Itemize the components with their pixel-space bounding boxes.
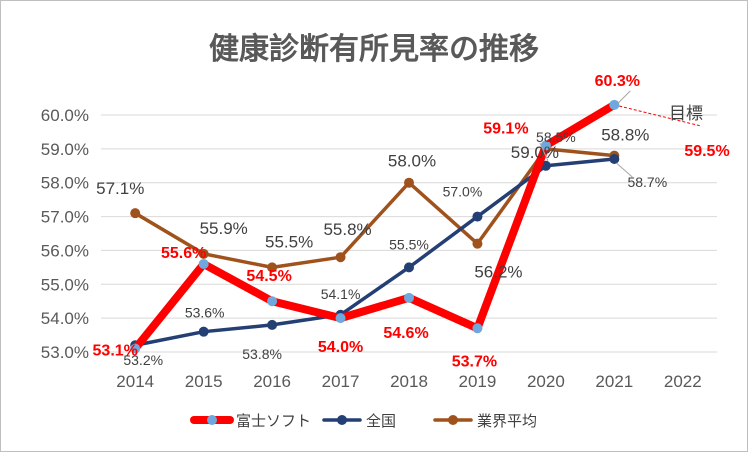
y-tick-label: 53.0% — [41, 343, 89, 362]
data-point — [198, 326, 209, 337]
data-label: 59.1% — [483, 120, 528, 137]
data-label: 55.6% — [161, 245, 206, 262]
data-point — [130, 208, 141, 219]
data-label: 58.8% — [601, 126, 649, 145]
data-label: 53.6% — [185, 305, 225, 321]
y-tick-label: 56.0% — [41, 241, 89, 260]
x-tick-label: 2016 — [253, 372, 291, 391]
data-label: 53.8% — [242, 346, 282, 362]
data-label: 57.0% — [443, 184, 483, 200]
data-label: 55.8% — [323, 220, 371, 239]
data-label: 53.7% — [452, 353, 497, 370]
data-point — [472, 211, 483, 222]
y-axis-ticks: 53.0% 54.0% 55.0% 56.0% 57.0% 58.0% 59.0% 60.0% — [41, 106, 89, 362]
data-label: 55.5% — [389, 236, 429, 252]
data-point — [198, 258, 209, 269]
legend-label: 富士ソフト — [236, 412, 311, 430]
leader-line — [616, 162, 633, 178]
data-label: 55.9% — [200, 219, 248, 238]
x-tick-label: 2022 — [664, 372, 702, 391]
data-point — [472, 238, 483, 249]
data-point — [609, 99, 620, 110]
data-point — [267, 296, 278, 307]
data-label: 56.2% — [474, 263, 522, 282]
x-tick-label: 2017 — [322, 372, 360, 391]
data-label: 58.5% — [536, 129, 576, 145]
data-label: 60.3% — [595, 73, 640, 90]
y-tick-label: 60.0% — [41, 106, 89, 125]
target-value-label: 59.5% — [684, 143, 729, 160]
data-label: 59.0% — [511, 143, 559, 162]
legend-swatch-marker — [448, 415, 458, 425]
legend-label: 全国 — [366, 412, 396, 430]
leader-line — [617, 90, 631, 104]
data-label: 53.1% — [93, 343, 138, 360]
series-line-0 — [131, 100, 619, 353]
target-label: 目標 — [669, 104, 703, 124]
data-point — [335, 252, 346, 263]
x-tick-label: 2014 — [116, 372, 154, 391]
x-tick-label: 2015 — [185, 372, 223, 391]
leader-line — [539, 142, 549, 161]
data-point — [404, 177, 414, 188]
legend-label: 業界平均 — [477, 412, 537, 430]
chart-title: 健康診断有所見率の推移 — [209, 32, 539, 67]
data-labels: 53.1% 55.6% 54.5% 54.0% 54.6% 53.7% 59.1% 60.3%… — [93, 73, 668, 370]
data-point — [267, 319, 278, 330]
data-label: 58.0% — [388, 152, 436, 171]
data-point — [335, 313, 346, 324]
data-label: 58.7% — [627, 174, 667, 190]
y-tick-label: 59.0% — [41, 140, 89, 159]
y-tick-label: 54.0% — [41, 309, 89, 328]
data-label: 53.2% — [123, 352, 163, 368]
x-axis-ticks: 2014 2015 2016 2017 2018 2019 2020 2021 2022 — [116, 372, 701, 391]
data-point — [404, 292, 414, 303]
data-point — [267, 262, 278, 273]
legend-swatch-marker — [337, 415, 347, 425]
data-label: 57.1% — [96, 179, 144, 198]
x-tick-label: 2018 — [390, 372, 428, 391]
y-tick-label: 55.0% — [41, 275, 89, 294]
data-label: 54.1% — [321, 286, 361, 302]
x-tick-label: 2019 — [459, 372, 497, 391]
data-point — [130, 343, 141, 354]
y-tick-label: 57.0% — [41, 208, 89, 227]
data-label: 55.5% — [265, 232, 313, 251]
series-lines — [130, 99, 620, 354]
x-tick-label: 2021 — [595, 372, 633, 391]
data-label: 54.0% — [318, 339, 363, 356]
data-point — [198, 248, 209, 259]
data-point — [609, 154, 620, 165]
data-label: 54.6% — [383, 325, 428, 342]
data-label: 54.5% — [246, 268, 291, 285]
x-tick-label: 2020 — [527, 372, 565, 391]
legend-swatch-marker — [207, 415, 217, 425]
target-annotation: 目標 59.5% — [614, 104, 730, 160]
legend: 富士ソフト 全国 業界平均 — [190, 412, 537, 430]
data-point — [404, 262, 414, 273]
data-point — [472, 323, 483, 334]
y-tick-label: 58.0% — [41, 174, 89, 193]
data-point — [540, 140, 551, 151]
